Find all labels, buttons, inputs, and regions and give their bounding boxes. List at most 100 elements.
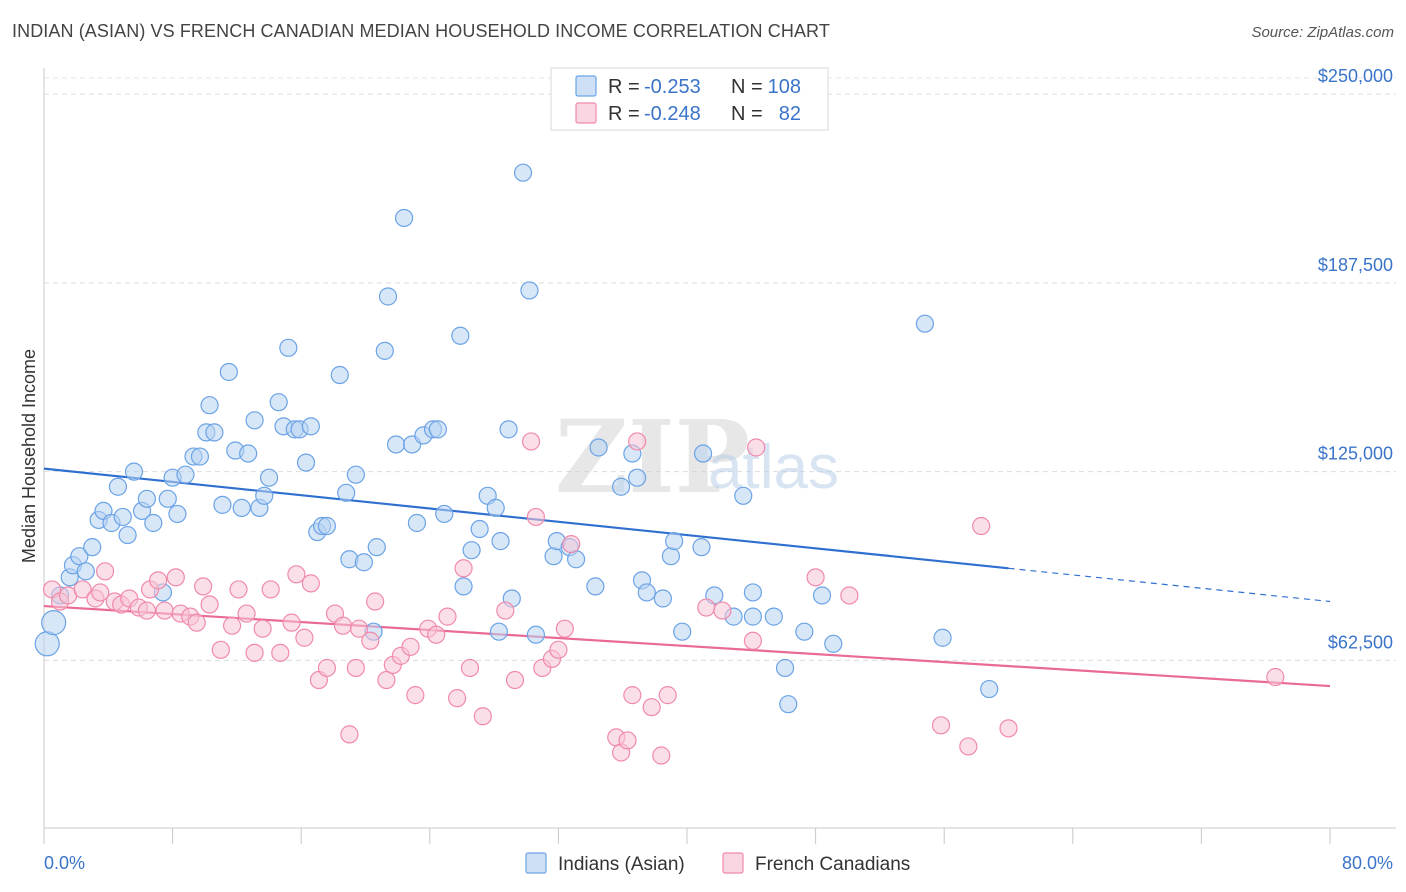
y-tick-label: $125,000: [1318, 444, 1393, 464]
y-tick-label: $250,000: [1318, 66, 1393, 86]
indians-point: [491, 532, 510, 551]
indians-point: [124, 462, 144, 481]
french-canadians-point: [287, 565, 306, 584]
watermark-zip: ZIP: [555, 398, 750, 516]
french-canadians-point: [454, 559, 473, 578]
french-canadians-point: [333, 616, 353, 635]
y-tick-label: $187,500: [1318, 255, 1393, 275]
indians-point: [693, 444, 713, 463]
grid-layer: [44, 77, 1396, 661]
french-canadians-point: [972, 516, 991, 536]
french-canadians-point: [427, 625, 446, 644]
indians-point: [589, 438, 608, 457]
indians-point: [775, 658, 795, 678]
indians-point: [407, 513, 427, 533]
indians-point: [451, 326, 470, 345]
french-canadians-point: [623, 686, 642, 705]
trend-layer: [43, 467, 1331, 688]
indians-point: [779, 695, 798, 714]
indians-point: [317, 516, 337, 536]
indians-point: [144, 513, 163, 533]
indians-point: [378, 287, 398, 306]
indians-point: [259, 468, 279, 487]
indians-point: [428, 420, 447, 439]
bottom-legend: Indians (Asian) French Canadians: [525, 852, 910, 875]
indians-point: [367, 538, 386, 557]
french-canadians-point: [652, 746, 671, 765]
indians-point: [330, 365, 349, 385]
indians-point: [200, 396, 219, 415]
french-canadians-trendline: [43, 604, 1331, 688]
french-canadians-point: [91, 583, 110, 602]
french-canadians-point: [73, 580, 92, 599]
french-canadians-point: [137, 601, 156, 620]
indians-point: [190, 447, 210, 466]
indians-point: [692, 538, 711, 557]
indians-point: [462, 541, 481, 560]
indians-point: [239, 444, 258, 463]
indians-point: [665, 532, 684, 551]
stats-r-value-indians: -0.253: [644, 76, 701, 98]
french-canadians-point: [229, 580, 248, 599]
indians-point: [586, 577, 605, 596]
french-canadians-point: [840, 586, 859, 605]
french-canadians-point: [301, 574, 320, 593]
french-canadians-point: [526, 507, 545, 527]
indians-point: [255, 486, 274, 505]
x-tick-label: 80.0%: [1342, 853, 1393, 873]
french-canadians-point: [401, 637, 420, 656]
french-canadians-point: [555, 619, 574, 638]
indians-point: [375, 341, 394, 360]
indians-point: [70, 547, 89, 566]
indians-point: [279, 338, 298, 357]
french-canadians-point: [295, 628, 314, 647]
french-canadians-point: [282, 613, 301, 632]
indians-point: [83, 538, 102, 557]
stats-swatch-french-canadians: [575, 102, 597, 124]
stats-n-label-french-canadians: N =: [731, 103, 763, 125]
indians-point: [628, 468, 647, 487]
indians-point: [346, 465, 365, 484]
french-canadians-point: [618, 731, 637, 750]
indians-point: [795, 622, 814, 641]
indians-point: [113, 507, 132, 527]
indians-point: [118, 525, 137, 545]
indians-point: [41, 610, 67, 636]
french-canadians-point: [642, 698, 661, 717]
french-canadians-point: [155, 601, 174, 620]
french-canadians-point: [194, 577, 213, 596]
indians-point: [245, 411, 264, 430]
french-canadians-point: [1266, 667, 1285, 687]
french-canadians-point: [346, 658, 365, 678]
indians-point: [301, 417, 320, 436]
indians-point: [673, 622, 692, 641]
french-canadians-point: [521, 432, 541, 451]
indians-point: [764, 607, 783, 626]
french-canadians-point: [438, 607, 457, 626]
french-canadians-point: [245, 643, 264, 662]
legend-swatch-indians: [525, 852, 547, 874]
stats-r-label-indians: R =: [608, 76, 640, 98]
indians-point: [743, 607, 763, 626]
french-canadians-point: [959, 737, 978, 756]
indians-point: [980, 679, 999, 699]
french-canadians-point: [222, 616, 242, 635]
indians-point: [176, 465, 195, 484]
x-tick-label: 0.0%: [44, 853, 85, 873]
french-canadians-point: [253, 619, 272, 638]
indians-point: [213, 495, 232, 514]
legend-label-french-canadians: French Canadians: [755, 854, 910, 875]
french-canadians-point: [743, 631, 763, 650]
indians-point: [76, 562, 95, 581]
indians-point: [566, 550, 586, 569]
french-canadians-point: [271, 643, 290, 662]
french-canadians-point: [562, 535, 581, 554]
indians-point: [513, 163, 533, 182]
stats-r-value-french-canadians: -0.248: [644, 103, 701, 125]
french-canadians-point: [237, 604, 256, 623]
indians-point: [915, 314, 935, 333]
stats-n-label-indians: N =: [731, 76, 763, 98]
indians-point: [526, 625, 545, 644]
indians-point: [108, 477, 128, 496]
